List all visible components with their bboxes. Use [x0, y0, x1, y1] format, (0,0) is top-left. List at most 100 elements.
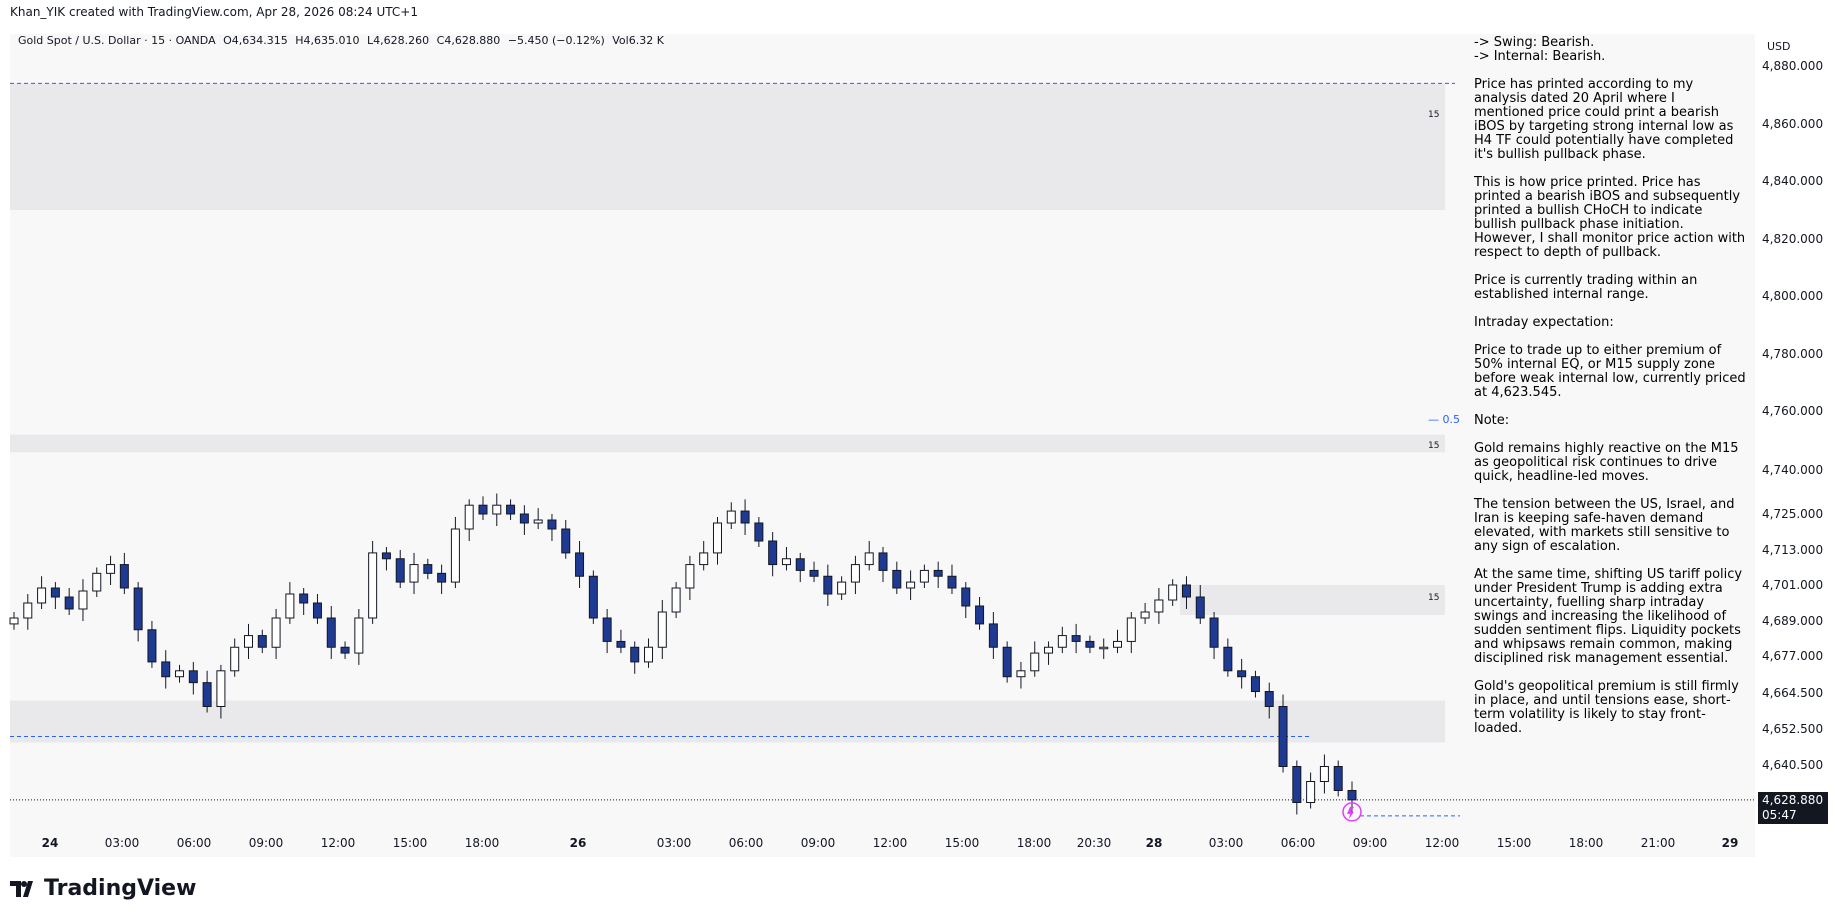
- candle-body: [533, 519, 543, 524]
- candle-body: [933, 569, 943, 577]
- analysis-paragraph: Price has printed according to my analys…: [1474, 77, 1734, 162]
- candle-body: [837, 581, 847, 595]
- eq-label: — 0.5: [1428, 413, 1460, 426]
- time-tick-label: 03:00: [104, 836, 140, 850]
- candle-body: [1016, 670, 1026, 678]
- candle-body: [64, 596, 74, 610]
- candle-body: [106, 564, 116, 574]
- analysis-paragraph: Price is currently trading within an est…: [1474, 273, 1698, 302]
- time-tick-label: 03:00: [656, 836, 692, 850]
- supply-zone: [10, 83, 1445, 210]
- candle-body: [1113, 640, 1123, 648]
- candle-body: [699, 552, 709, 566]
- candle-body: [588, 575, 598, 619]
- candle-body: [1278, 706, 1288, 767]
- candle-body: [823, 575, 833, 595]
- time-tick-label: 29: [1721, 836, 1739, 850]
- internal-bias: -> Internal: Bearish.: [1474, 49, 1606, 64]
- price-tick-label: 4,640.500: [1762, 758, 1824, 772]
- tradingview-icon: [10, 879, 38, 899]
- zone-label-2: 15: [1428, 441, 1440, 451]
- current-price-tag: 4,628.880 05:47: [1758, 792, 1828, 824]
- price-axis[interactable]: [1755, 34, 1835, 857]
- candle-body: [147, 629, 157, 663]
- candle-body: [230, 646, 240, 672]
- candle-body: [1071, 635, 1081, 642]
- candle-body: [1223, 646, 1233, 672]
- price-tick-label: 4,701.000: [1762, 578, 1824, 592]
- change-value: −5.450 (−0.12%): [507, 34, 605, 47]
- candle-body: [161, 661, 171, 678]
- swing-bias: -> Swing: Bearish.: [1474, 35, 1595, 50]
- candle-body: [1347, 790, 1357, 801]
- price-tick-label: 4,740.000: [1762, 463, 1824, 477]
- candle-body: [1306, 781, 1316, 803]
- currency-label[interactable]: USD: [1761, 36, 1815, 58]
- time-tick-label: 18:00: [1016, 836, 1052, 850]
- ohlc-legend: Gold Spot / U.S. Dollar · 15 · OANDA O4,…: [18, 34, 668, 47]
- time-tick-label: 09:00: [800, 836, 836, 850]
- candle-body: [1154, 599, 1164, 613]
- price-tick-label: 4,860.000: [1762, 117, 1824, 131]
- candle-body: [1333, 766, 1343, 791]
- candle-body: [575, 552, 585, 577]
- time-tick-label: 18:00: [464, 836, 500, 850]
- time-tick-label: 28: [1145, 836, 1163, 850]
- candle-body: [561, 528, 571, 554]
- candle-body: [299, 593, 309, 604]
- time-tick-label: 15:00: [392, 836, 428, 850]
- time-tick-label: 06:00: [1280, 836, 1316, 850]
- time-tick-label: 20:30: [1076, 836, 1112, 850]
- time-tick-label: 21:00: [1640, 836, 1676, 850]
- candle-body: [1126, 617, 1136, 642]
- candle-body: [381, 552, 391, 560]
- time-tick-label: 18:00: [1568, 836, 1604, 850]
- candle-body: [1237, 670, 1247, 678]
- price-tick-label: 4,880.000: [1762, 59, 1824, 73]
- zone-label-1: 15: [1428, 110, 1440, 120]
- candle-body: [37, 587, 47, 604]
- time-tick-label: 12:00: [320, 836, 356, 850]
- time-tick-label: 09:00: [248, 836, 284, 850]
- eq-value: 0.5: [1442, 413, 1461, 426]
- candle-body: [478, 504, 488, 515]
- candle-body: [354, 617, 364, 654]
- price-tick-label: 4,689.000: [1762, 614, 1824, 628]
- candle-body: [1250, 676, 1260, 693]
- analysis-paragraph: This is how price printed. Price has pri…: [1474, 175, 1746, 260]
- candle-body: [1030, 652, 1040, 672]
- supply-zone: [10, 700, 1445, 743]
- candle-body: [395, 558, 405, 583]
- analysis-text: -> Swing: Bearish. -> Internal: Bearish.…: [1474, 36, 1746, 750]
- candle-body: [202, 682, 212, 708]
- candle-body: [919, 569, 929, 583]
- candle-body: [1057, 635, 1067, 648]
- candle-body: [506, 504, 516, 515]
- chart-credit: Khan_YIK created with TradingView.com, A…: [10, 5, 418, 19]
- candle-body: [464, 504, 474, 530]
- time-tick-label: 03:00: [1208, 836, 1244, 850]
- candle-body: [368, 552, 378, 619]
- candle-body: [326, 617, 336, 648]
- candle-body: [1168, 584, 1178, 601]
- time-tick-label: 06:00: [176, 836, 212, 850]
- candle-body: [1140, 611, 1150, 619]
- candle-body: [754, 522, 764, 542]
- price-tick-label: 4,840.000: [1762, 174, 1824, 188]
- tradingview-logo[interactable]: TradingView: [10, 876, 196, 901]
- candle-body: [630, 646, 640, 663]
- close-value: C4,628.880: [436, 34, 501, 47]
- analysis-paragraph: At the same time, shifting US tariff pol…: [1474, 567, 1743, 666]
- price-tick-label: 4,780.000: [1762, 347, 1824, 361]
- candle-body: [602, 617, 612, 642]
- candle-body: [864, 552, 874, 566]
- candle-body: [906, 581, 916, 589]
- analysis-paragraph: Gold remains highly reactive on the M15 …: [1474, 441, 1739, 484]
- candle-body: [961, 587, 971, 607]
- zone-label-3: 15: [1428, 593, 1440, 603]
- open-value: O4,634.315: [223, 34, 288, 47]
- lightning-icon: [1347, 806, 1354, 819]
- price-tick-label: 4,725.000: [1762, 507, 1824, 521]
- candle-body: [23, 602, 33, 619]
